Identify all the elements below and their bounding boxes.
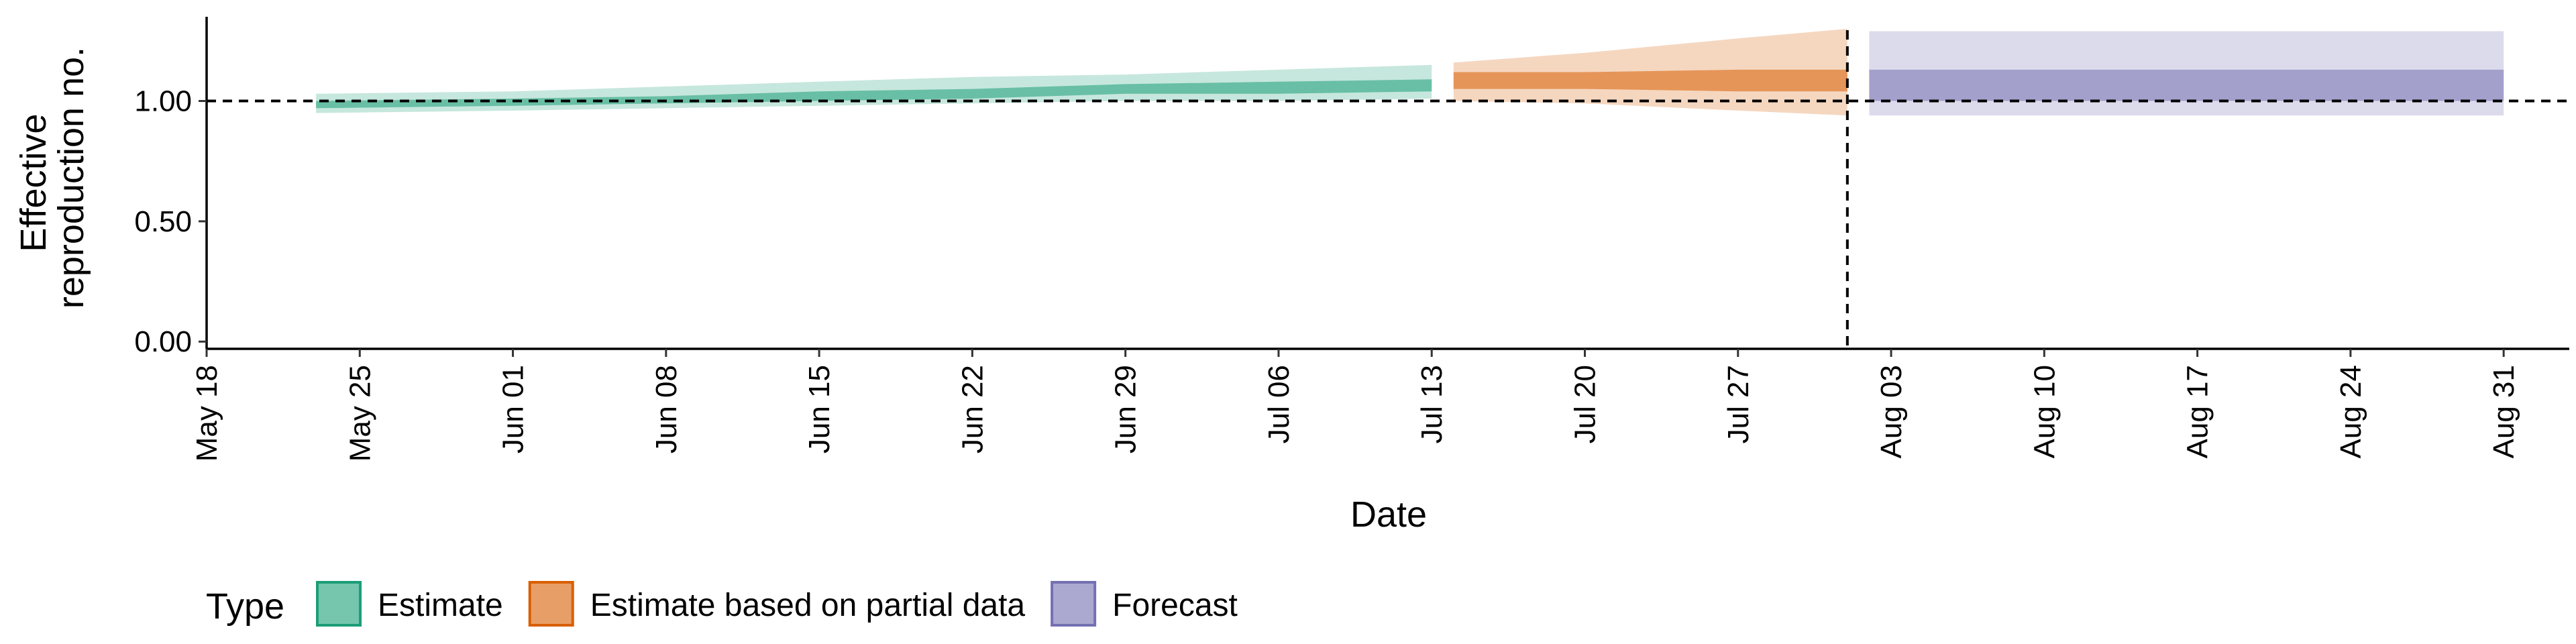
reference-lines [207, 30, 2569, 349]
y-axis-title: Effective reproduction no. [13, 47, 91, 309]
band-50-series-1 [1453, 69, 1847, 92]
legend-key-1 [528, 581, 574, 627]
x-tick-label-5: Jun 22 [956, 365, 989, 453]
y-axis-title-line-1: Effective [13, 113, 54, 252]
band-50-series-2 [1869, 69, 2504, 101]
x-tick-label-14: Aug 24 [2334, 365, 2367, 458]
legend: Type Estimate Estimate based on partial d… [206, 581, 1238, 627]
legend-label-0: Estimate [378, 588, 503, 623]
legend-key-0 [316, 581, 362, 627]
x-tick-label-3: Jun 08 [650, 365, 683, 453]
legend-title: Type [206, 586, 284, 627]
legend-label-1: Estimate based on partial data [590, 588, 1026, 623]
tick-labels: 0.00 0.50 1.00 May 18 May 25 Jun 01 Jun 08 Jun … [134, 85, 2520, 462]
x-tick-label-9: Jul 20 [1569, 365, 1602, 443]
x-tick-label-10: Jul 27 [1722, 365, 1755, 443]
x-tick-label-11: Aug 03 [1875, 365, 1908, 458]
x-tick-label-0: May 18 [191, 365, 223, 462]
y-tick-label-0: 0.00 [134, 325, 192, 358]
x-tick-label-2: Jun 01 [497, 365, 530, 453]
x-tick-label-13: Aug 17 [2182, 365, 2214, 458]
x-tick-label-1: May 25 [343, 365, 376, 462]
axes [205, 17, 2569, 350]
x-tick-label-8: Jul 13 [1415, 365, 1448, 443]
x-tick-label-15: Aug 31 [2487, 365, 2520, 458]
y-axis-title-line-2: reproduction no. [51, 47, 91, 309]
x-tick-label-12: Aug 10 [2028, 365, 2061, 458]
y-tick-label-1: 0.50 [134, 205, 192, 238]
x-tick-label-4: Jun 15 [803, 365, 836, 453]
x-axis-title: Date [1350, 494, 1427, 535]
legend-label-2: Forecast [1112, 588, 1238, 623]
bands-layer [316, 28, 2504, 116]
x-tick-label-6: Jun 29 [1110, 365, 1142, 453]
y-tick-label-2: 1.00 [134, 85, 192, 118]
x-tick-label-7: Jul 06 [1263, 365, 1295, 443]
legend-key-2 [1051, 581, 1097, 627]
